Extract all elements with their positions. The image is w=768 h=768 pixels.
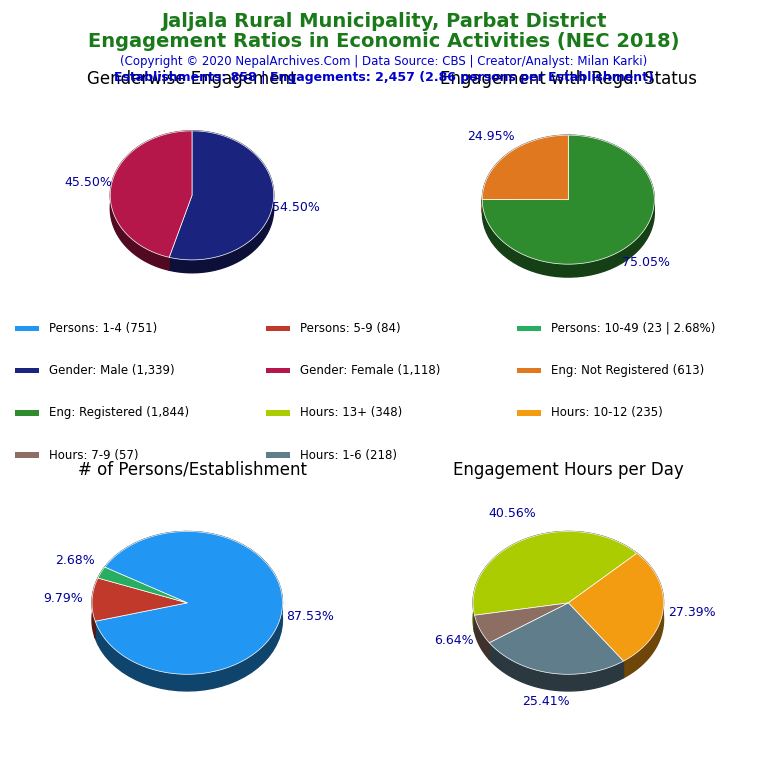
Polygon shape [111, 131, 192, 257]
Title: Engagement Hours per Day: Engagement Hours per Day [453, 461, 684, 479]
Polygon shape [92, 578, 98, 638]
FancyBboxPatch shape [15, 326, 39, 331]
Text: 87.53%: 87.53% [286, 610, 334, 623]
FancyBboxPatch shape [266, 452, 290, 458]
Text: (Copyright © 2020 NepalArchives.Com | Data Source: CBS | Creator/Analyst: Milan : (Copyright © 2020 NepalArchives.Com | Da… [121, 55, 647, 68]
Text: 40.56%: 40.56% [488, 508, 536, 520]
FancyBboxPatch shape [15, 452, 39, 458]
Polygon shape [111, 131, 192, 270]
Text: 25.41%: 25.41% [522, 695, 570, 708]
Text: Persons: 10-49 (23 | 2.68%): Persons: 10-49 (23 | 2.68%) [551, 322, 715, 335]
FancyBboxPatch shape [517, 326, 541, 331]
Title: # of Persons/Establishment: # of Persons/Establishment [78, 461, 306, 479]
Text: Engagement Ratios in Economic Activities (NEC 2018): Engagement Ratios in Economic Activities… [88, 32, 680, 51]
Polygon shape [489, 643, 624, 691]
Text: 75.05%: 75.05% [622, 257, 670, 270]
Title: Engagement with Regd. Status: Engagement with Regd. Status [440, 70, 697, 88]
Text: Persons: 1-4 (751): Persons: 1-4 (751) [49, 322, 157, 335]
Text: Gender: Female (1,118): Gender: Female (1,118) [300, 364, 440, 377]
Text: Hours: 13+ (348): Hours: 13+ (348) [300, 406, 402, 419]
Text: 24.95%: 24.95% [467, 130, 515, 143]
Text: 45.50%: 45.50% [65, 177, 112, 190]
Polygon shape [482, 135, 654, 277]
Text: Hours: 1-6 (218): Hours: 1-6 (218) [300, 449, 397, 462]
Text: 2.68%: 2.68% [55, 554, 95, 567]
Title: Genderwise Engagement: Genderwise Engagement [88, 70, 296, 88]
Polygon shape [482, 135, 654, 264]
Text: Establishments: 858 | Engagements: 2,457 (2.86 persons per Establishment): Establishments: 858 | Engagements: 2,457… [114, 71, 654, 84]
Polygon shape [482, 135, 568, 213]
Polygon shape [98, 567, 104, 594]
FancyBboxPatch shape [266, 368, 290, 373]
Text: Jaljala Rural Municipality, Parbat District: Jaljala Rural Municipality, Parbat Distr… [161, 12, 607, 31]
Text: Hours: 10-12 (235): Hours: 10-12 (235) [551, 406, 663, 419]
Polygon shape [98, 567, 187, 603]
Text: Hours: 7-9 (57): Hours: 7-9 (57) [49, 449, 138, 462]
FancyBboxPatch shape [266, 326, 290, 331]
FancyBboxPatch shape [517, 410, 541, 415]
FancyBboxPatch shape [15, 410, 39, 415]
Text: 27.39%: 27.39% [668, 606, 716, 619]
FancyBboxPatch shape [266, 410, 290, 415]
Polygon shape [473, 531, 637, 632]
Text: Gender: Male (1,339): Gender: Male (1,339) [49, 364, 174, 377]
FancyBboxPatch shape [517, 368, 541, 373]
Text: Eng: Registered (1,844): Eng: Registered (1,844) [49, 406, 189, 419]
Polygon shape [169, 131, 273, 273]
FancyBboxPatch shape [15, 368, 39, 373]
Polygon shape [568, 553, 664, 661]
Polygon shape [473, 531, 637, 615]
Polygon shape [92, 578, 187, 621]
Polygon shape [95, 531, 283, 691]
Text: 54.50%: 54.50% [272, 201, 319, 214]
Polygon shape [95, 531, 283, 674]
Polygon shape [489, 603, 624, 674]
Text: 9.79%: 9.79% [44, 591, 84, 604]
Polygon shape [482, 135, 568, 200]
Polygon shape [475, 603, 568, 643]
Text: Eng: Not Registered (613): Eng: Not Registered (613) [551, 364, 704, 377]
Polygon shape [624, 553, 664, 678]
Polygon shape [169, 131, 273, 260]
Text: Persons: 5-9 (84): Persons: 5-9 (84) [300, 322, 401, 335]
Polygon shape [475, 615, 489, 660]
Text: 6.64%: 6.64% [434, 634, 473, 647]
